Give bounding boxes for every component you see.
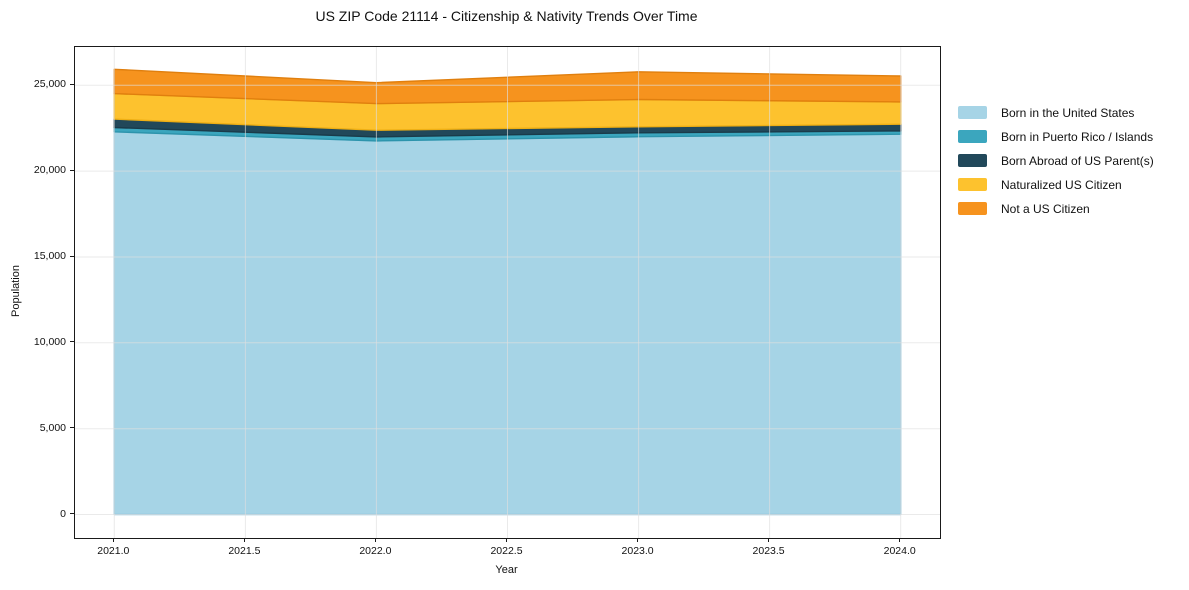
plot-area bbox=[74, 46, 941, 539]
x-axis-label: Year bbox=[495, 564, 518, 576]
x-tick-label: 2022.5 bbox=[490, 545, 523, 557]
legend-row-naturalized-us-citizen: Naturalized US Citizen bbox=[958, 177, 1154, 192]
legend-label-not-a-us-citizen: Not a US Citizen bbox=[1001, 201, 1090, 216]
y-tick-label: 10,000 bbox=[33, 335, 66, 348]
y-tick-label: 20,000 bbox=[33, 164, 66, 177]
legend-swatch-born-in-puerto-rico-islands bbox=[958, 130, 987, 143]
legend-label-born-abroad-of-us-parent-s: Born Abroad of US Parent(s) bbox=[1001, 153, 1154, 168]
legend-label-born-in-the-united-states: Born in the United States bbox=[1001, 105, 1135, 120]
y-axis-label: Population bbox=[10, 265, 22, 317]
legend-label-naturalized-us-citizen: Naturalized US Citizen bbox=[1001, 177, 1122, 192]
x-tick-label: 2022.0 bbox=[359, 545, 392, 557]
legend-row-born-abroad-of-us-parent-s: Born Abroad of US Parent(s) bbox=[958, 153, 1154, 168]
x-tick-label: 2023.5 bbox=[752, 545, 785, 557]
y-tick-label: 5,000 bbox=[39, 421, 66, 434]
x-tick-label: 2021.5 bbox=[228, 545, 261, 557]
legend-swatch-born-in-the-united-states bbox=[958, 106, 987, 119]
chart-title: US ZIP Code 21114 - Citizenship & Nativi… bbox=[315, 8, 698, 24]
legend-swatch-born-abroad-of-us-parent-s bbox=[958, 154, 987, 167]
y-tick-label: 25,000 bbox=[33, 78, 66, 91]
legend-swatch-not-a-us-citizen bbox=[958, 202, 987, 215]
legend-swatch-naturalized-us-citizen bbox=[958, 178, 987, 191]
x-tick-label: 2024.0 bbox=[883, 545, 916, 557]
legend-row-not-a-us-citizen: Not a US Citizen bbox=[958, 201, 1154, 216]
legend: Born in the United States Born in Puerto … bbox=[958, 106, 1154, 226]
stacked-area-chart bbox=[75, 47, 940, 538]
legend-row-born-in-the-united-states: Born in the United States bbox=[958, 105, 1154, 120]
y-tick-label: 0 bbox=[60, 507, 66, 520]
y-tick-label: 15,000 bbox=[33, 250, 66, 262]
x-tick-label: 2021.0 bbox=[97, 545, 130, 557]
legend-row-born-in-puerto-rico-islands: Born in Puerto Rico / Islands bbox=[958, 129, 1154, 144]
x-tick-label: 2023.0 bbox=[621, 545, 654, 557]
legend-label-born-in-puerto-rico-islands: Born in Puerto Rico / Islands bbox=[1001, 129, 1154, 144]
